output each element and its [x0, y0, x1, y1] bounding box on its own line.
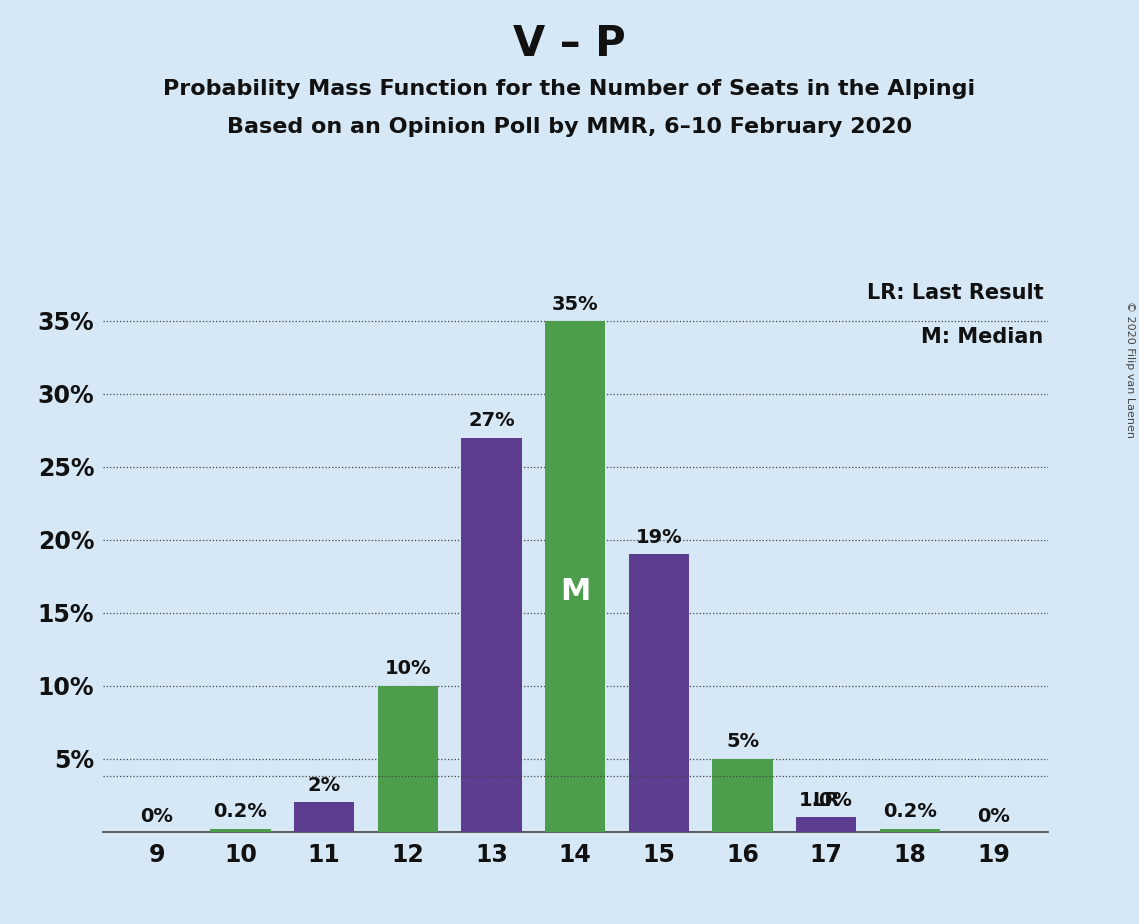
Text: 2%: 2% [308, 776, 341, 796]
Text: LR: LR [812, 791, 839, 809]
Text: 0.2%: 0.2% [214, 802, 268, 821]
Text: Based on an Opinion Poll by MMR, 6–10 February 2020: Based on an Opinion Poll by MMR, 6–10 Fe… [227, 117, 912, 138]
Bar [879, 829, 940, 832]
Text: 5%: 5% [726, 733, 759, 751]
Text: 0%: 0% [977, 807, 1010, 826]
Bar [629, 554, 689, 832]
Text: 35%: 35% [552, 295, 598, 313]
Bar [712, 759, 772, 832]
Text: 19%: 19% [636, 529, 682, 547]
Bar [294, 802, 354, 832]
Text: © 2020 Filip van Laenen: © 2020 Filip van Laenen [1125, 301, 1134, 438]
Text: LR: Last Result: LR: Last Result [867, 283, 1043, 303]
Text: 1.0%: 1.0% [800, 791, 853, 809]
Text: V – P: V – P [514, 23, 625, 65]
Text: M: M [560, 578, 590, 606]
Bar [796, 817, 857, 832]
Bar [546, 321, 605, 832]
Bar [461, 438, 522, 832]
Bar [211, 829, 271, 832]
Text: 0.2%: 0.2% [883, 802, 936, 821]
Text: M: Median: M: Median [921, 327, 1043, 347]
Text: 10%: 10% [385, 660, 432, 678]
Text: Probability Mass Function for the Number of Seats in the Alpingi: Probability Mass Function for the Number… [163, 79, 976, 99]
Text: 0%: 0% [140, 807, 173, 826]
Text: 27%: 27% [468, 411, 515, 431]
Bar [378, 686, 439, 832]
